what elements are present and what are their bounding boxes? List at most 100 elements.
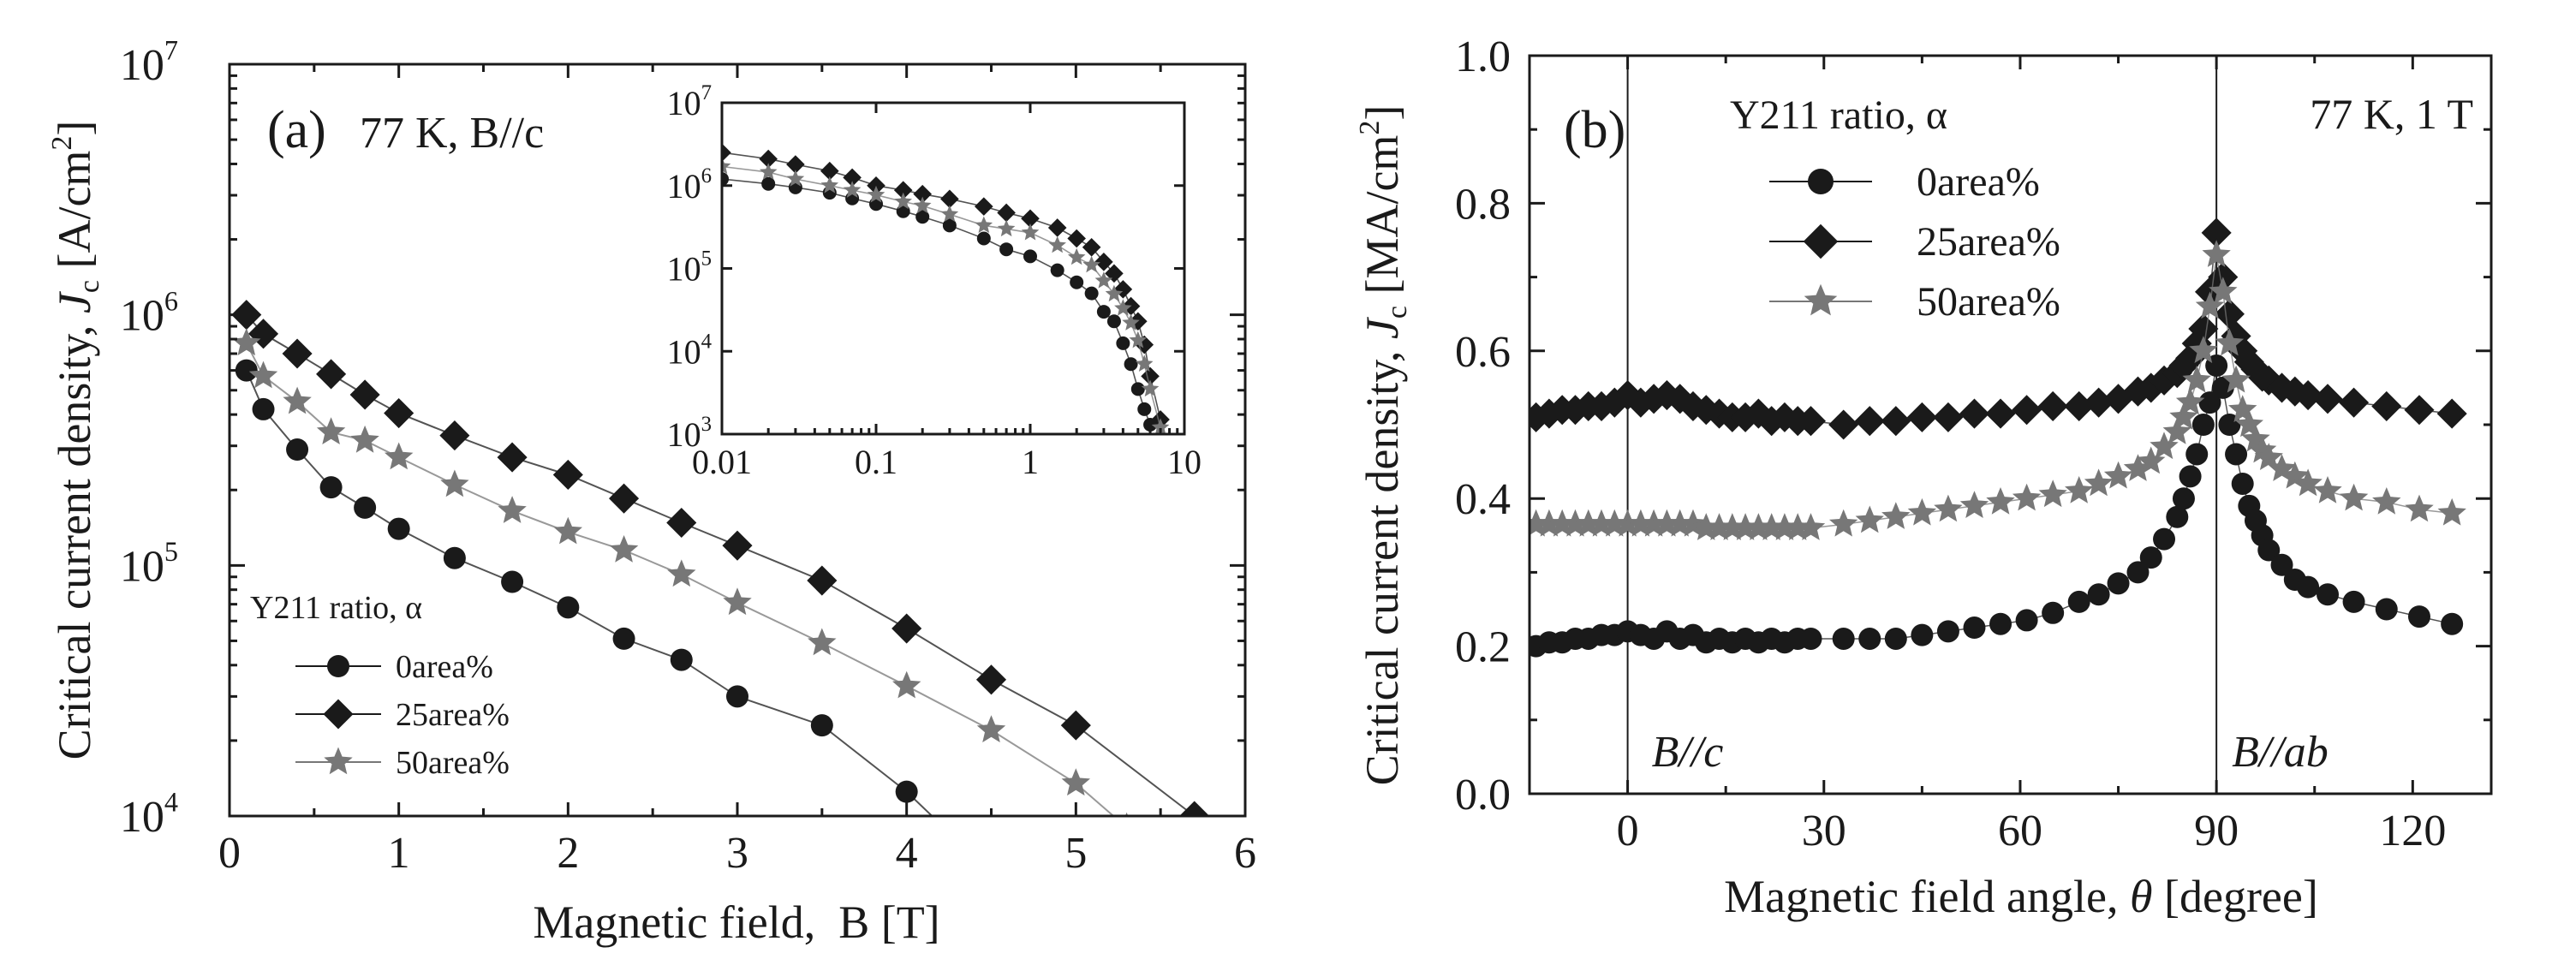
b-series-1-point	[2214, 299, 2245, 330]
b-series-2-point	[2221, 365, 2251, 393]
b-series-2-point	[2150, 432, 2179, 460]
inset-series-1-point	[893, 181, 913, 200]
b-legend-marker	[1808, 169, 1834, 194]
b-series-1-point	[2266, 372, 2298, 403]
b-series-0-point	[2042, 601, 2065, 624]
b-series-2-point	[2405, 494, 2434, 522]
b-series-2-point	[2182, 365, 2211, 393]
b-y-tick-label: 1.0	[1455, 33, 1511, 81]
inset-series-2-point	[1094, 271, 1113, 289]
b-y-tick-label: 0.0	[1455, 771, 1511, 819]
b-series-2-point	[1907, 497, 1937, 526]
inset-y-tick-label: 105	[667, 247, 712, 289]
inset-series-1-point	[843, 168, 862, 188]
inset-series-1-point	[1067, 229, 1086, 248]
inset-series-0-point	[1116, 336, 1130, 350]
a-series-1-point	[609, 483, 640, 514]
b-series-1-point	[1599, 387, 1630, 418]
panel-b-legend: Y211 ratio, α 0area% 25area% 50area%	[1730, 92, 2060, 325]
b-series-0-point	[2231, 472, 2254, 495]
inset-series-2-point	[759, 163, 778, 180]
inset-series-0-point	[1096, 305, 1111, 319]
b-series-1-point	[2312, 384, 2343, 414]
a-x-tick-label: 3	[726, 829, 748, 878]
panel-b-x-axis-title: Magnetic field angle, θ [degree]	[1724, 871, 2318, 922]
b-series-0-point	[2015, 609, 2038, 632]
inset-series-1-point	[1021, 209, 1040, 229]
panel-a-x-axis-title: Magnetic field, B [T]	[533, 896, 939, 948]
b-series-0-point	[2067, 590, 2090, 613]
b-series-0-point	[1858, 627, 1881, 650]
inset-series-0-point	[1084, 286, 1099, 301]
a-legend-label: 50area%	[396, 745, 510, 781]
b-series-0-point	[2087, 583, 2110, 606]
panel-a-legend-title: Y211 ratio, α	[250, 590, 422, 626]
inset-series	[722, 143, 1170, 434]
b-series-0-point	[2225, 443, 2248, 466]
a-series-2-point	[248, 360, 278, 389]
a-series-1-point	[722, 530, 753, 561]
inset-series-2-point	[843, 181, 862, 198]
b-series-2-point	[2169, 402, 2198, 430]
b-series-0-point	[2211, 376, 2234, 399]
b-series-1-point	[1625, 387, 1656, 418]
inset-series-1-point	[1141, 366, 1160, 386]
b-series-0-point	[2342, 590, 2365, 613]
panel-a-inset: 0.01 0.1 1 10 103 104 105 106 107	[667, 81, 1202, 481]
a-series-0-point	[286, 438, 309, 462]
b-series-2-point	[2084, 468, 2114, 497]
b-series-0-point	[2198, 391, 2221, 414]
inset-series-0-point	[761, 176, 776, 191]
a-series-2-point	[498, 496, 527, 523]
b-legend-marker	[1804, 283, 1838, 316]
a-series-0-point	[946, 829, 969, 851]
b-series-2-point	[1796, 513, 1826, 540]
b-series-2-point	[2103, 461, 2133, 489]
b-series-0-point	[2375, 598, 2398, 621]
inset-series-2-point	[786, 170, 805, 187]
b-legend-label: 50area%	[1917, 279, 2060, 325]
b-series-2-point	[2137, 446, 2166, 474]
a-x-tick-label: 2	[557, 829, 579, 878]
a-series-0-point	[354, 496, 377, 519]
b-series-2-point	[1855, 505, 1884, 533]
inset-series-2-point	[1141, 379, 1160, 397]
a-series-1-line	[246, 314, 1196, 816]
inset-series-1-point	[913, 184, 932, 204]
b-series-1-point	[2084, 387, 2114, 418]
b-series-2-point	[2189, 336, 2218, 363]
b-series-2-point	[1881, 502, 1911, 529]
b-series-0-point	[2126, 561, 2150, 584]
b-series-1-point	[1730, 402, 1761, 432]
inset-series-1-point	[1094, 253, 1113, 271]
b-series-2-point	[2215, 328, 2245, 356]
b-series-2-point	[2175, 387, 2205, 415]
inset-series-0-point	[1023, 249, 1037, 264]
inset-series-1-point	[940, 189, 959, 209]
panel-b-condition: 77 K, 1 T	[2310, 90, 2473, 138]
inset-series-1-point	[1082, 238, 1101, 257]
b-series-0-point	[2407, 605, 2430, 628]
a-x-tick-label: 1	[388, 829, 410, 878]
b-legend-label: 25area%	[1917, 219, 2060, 265]
inset-series-0-point	[1070, 275, 1084, 289]
panel-a-y-axis-title: Critical current density, Jc [A/cm2]	[46, 121, 105, 760]
b-y-tick-label: 0.4	[1455, 475, 1511, 524]
b-series-1-point	[2339, 387, 2370, 418]
inset-series-0-point	[1050, 263, 1064, 277]
inset-series-2-point	[1048, 235, 1066, 253]
a-series-2-point	[232, 328, 261, 356]
a-series-2-point	[553, 516, 582, 545]
b-series-0-point	[2441, 612, 2464, 635]
a-legend-marker	[327, 655, 349, 677]
a-series-0-point	[612, 627, 635, 650]
a-series-2-point	[609, 535, 639, 563]
inset-series-0-point	[1130, 382, 1145, 396]
a-legend-label: 0area%	[396, 649, 493, 685]
b-series-0-point	[1936, 620, 1959, 643]
b-series-1-point	[2149, 365, 2179, 396]
inset-y-tick-label: 103	[667, 413, 712, 454]
inset-y-tick-label: 106	[667, 164, 712, 206]
inset-series-1-point	[722, 143, 731, 163]
